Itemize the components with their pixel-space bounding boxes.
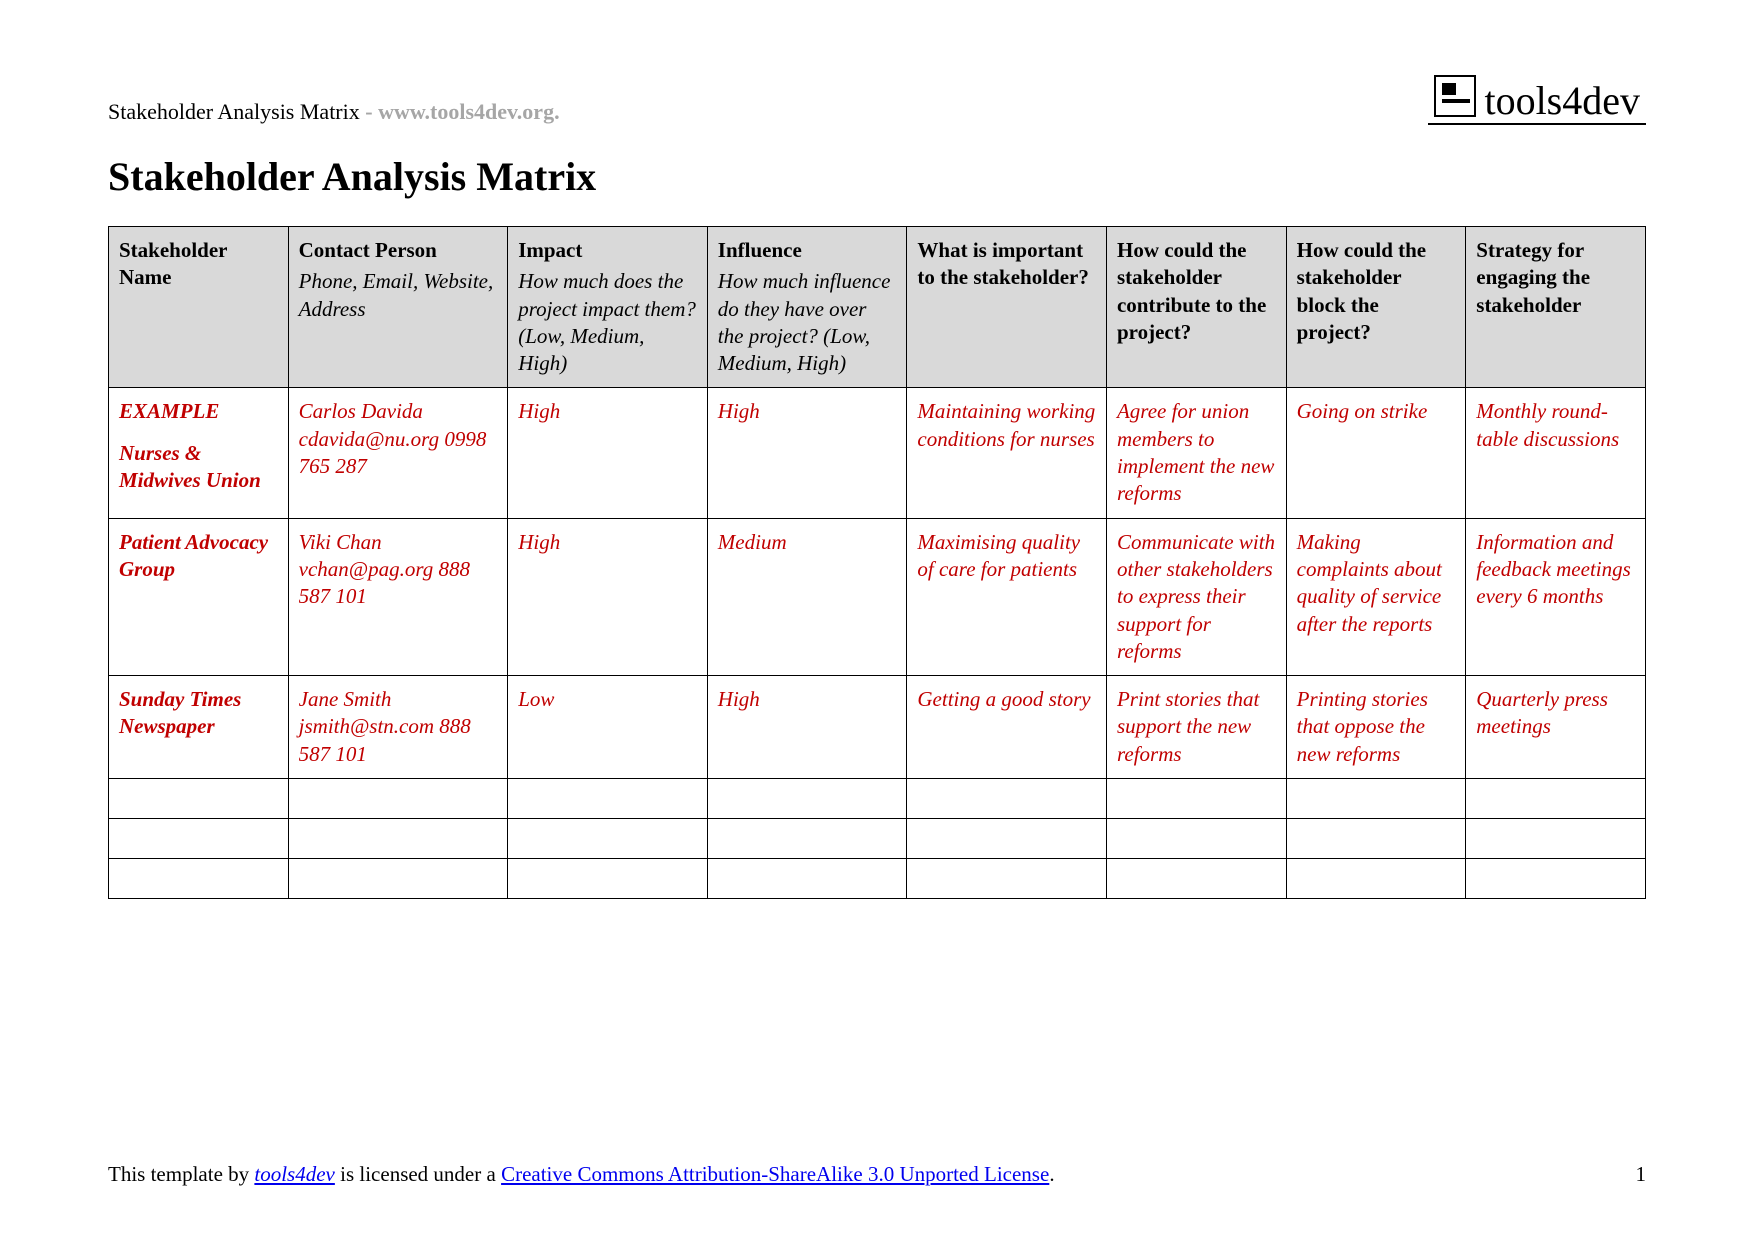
logo-icon [1434, 75, 1476, 117]
table-header-row: Stakeholder NameContact PersonPhone, Ema… [109, 227, 1646, 388]
footer-link-license[interactable]: Creative Commons Attribution-ShareAlike … [501, 1162, 1049, 1186]
column-header: How could the stakeholder contribute to … [1106, 227, 1286, 388]
cell-impact: High [508, 518, 708, 675]
column-header: Strategy for engaging the stakeholder [1466, 227, 1646, 388]
table-row-empty [109, 819, 1646, 859]
cell-name: Patient Advocacy Group [109, 518, 289, 675]
cell-contact: Carlos Davida cdavida@nu.org 0998 765 28… [288, 388, 508, 518]
page-number: 1 [1636, 1162, 1647, 1187]
cell-influence: Medium [707, 518, 907, 675]
logo-text: tools4dev [1484, 81, 1640, 121]
cell-contact: Jane Smith jsmith@stn.com 888 587 101 [288, 676, 508, 779]
cell-important: Maximising quality of care for patients [907, 518, 1107, 675]
column-header: ImpactHow much does the project impact t… [508, 227, 708, 388]
column-header: How could the stakeholder block the proj… [1286, 227, 1466, 388]
column-header: Contact PersonPhone, Email, Website, Add… [288, 227, 508, 388]
footer-link-tools4dev[interactable]: tools4dev [254, 1162, 334, 1186]
column-header: InfluenceHow much influence do they have… [707, 227, 907, 388]
cell-important: Maintaining working conditions for nurse… [907, 388, 1107, 518]
cell-block: Printing stories that oppose the new ref… [1286, 676, 1466, 779]
cell-block: Going on strike [1286, 388, 1466, 518]
table-row-empty [109, 859, 1646, 899]
cell-name: EXAMPLENurses & Midwives Union [109, 388, 289, 518]
page-title: Stakeholder Analysis Matrix [108, 153, 1646, 200]
cell-contribute: Agree for union members to implement the… [1106, 388, 1286, 518]
header-left: Stakeholder Analysis Matrix - www.tools4… [108, 99, 560, 125]
column-header: What is important to the stakeholder? [907, 227, 1107, 388]
column-header: Stakeholder Name [109, 227, 289, 388]
cell-name: Sunday Times Newspaper [109, 676, 289, 779]
header-small-title: Stakeholder Analysis Matrix [108, 99, 360, 124]
logo: tools4dev [1428, 75, 1646, 125]
cell-influence: High [707, 388, 907, 518]
cell-strategy: Quarterly press meetings [1466, 676, 1646, 779]
cell-impact: Low [508, 676, 708, 779]
cell-influence: High [707, 676, 907, 779]
cell-contribute: Print stories that support the new refor… [1106, 676, 1286, 779]
cell-important: Getting a good story [907, 676, 1107, 779]
table-row-empty [109, 779, 1646, 819]
table-row: Patient Advocacy GroupViki Chan vchan@pa… [109, 518, 1646, 675]
header-url: - www.tools4dev.org. [365, 99, 559, 124]
cell-impact: High [508, 388, 708, 518]
table-row: EXAMPLENurses & Midwives UnionCarlos Dav… [109, 388, 1646, 518]
table-row: Sunday Times NewspaperJane Smith jsmith@… [109, 676, 1646, 779]
cell-block: Making complaints about quality of servi… [1286, 518, 1466, 675]
cell-strategy: Monthly round-table discussions [1466, 388, 1646, 518]
cell-strategy: Information and feedback meetings every … [1466, 518, 1646, 675]
cell-contribute: Communicate with other stakeholders to e… [1106, 518, 1286, 675]
cell-contact: Viki Chan vchan@pag.org 888 587 101 [288, 518, 508, 675]
stakeholder-table: Stakeholder NameContact PersonPhone, Ema… [108, 226, 1646, 899]
footer-text: This template by tools4dev is licensed u… [108, 1162, 1055, 1187]
document-header: Stakeholder Analysis Matrix - www.tools4… [108, 75, 1646, 125]
footer: This template by tools4dev is licensed u… [108, 1162, 1646, 1187]
